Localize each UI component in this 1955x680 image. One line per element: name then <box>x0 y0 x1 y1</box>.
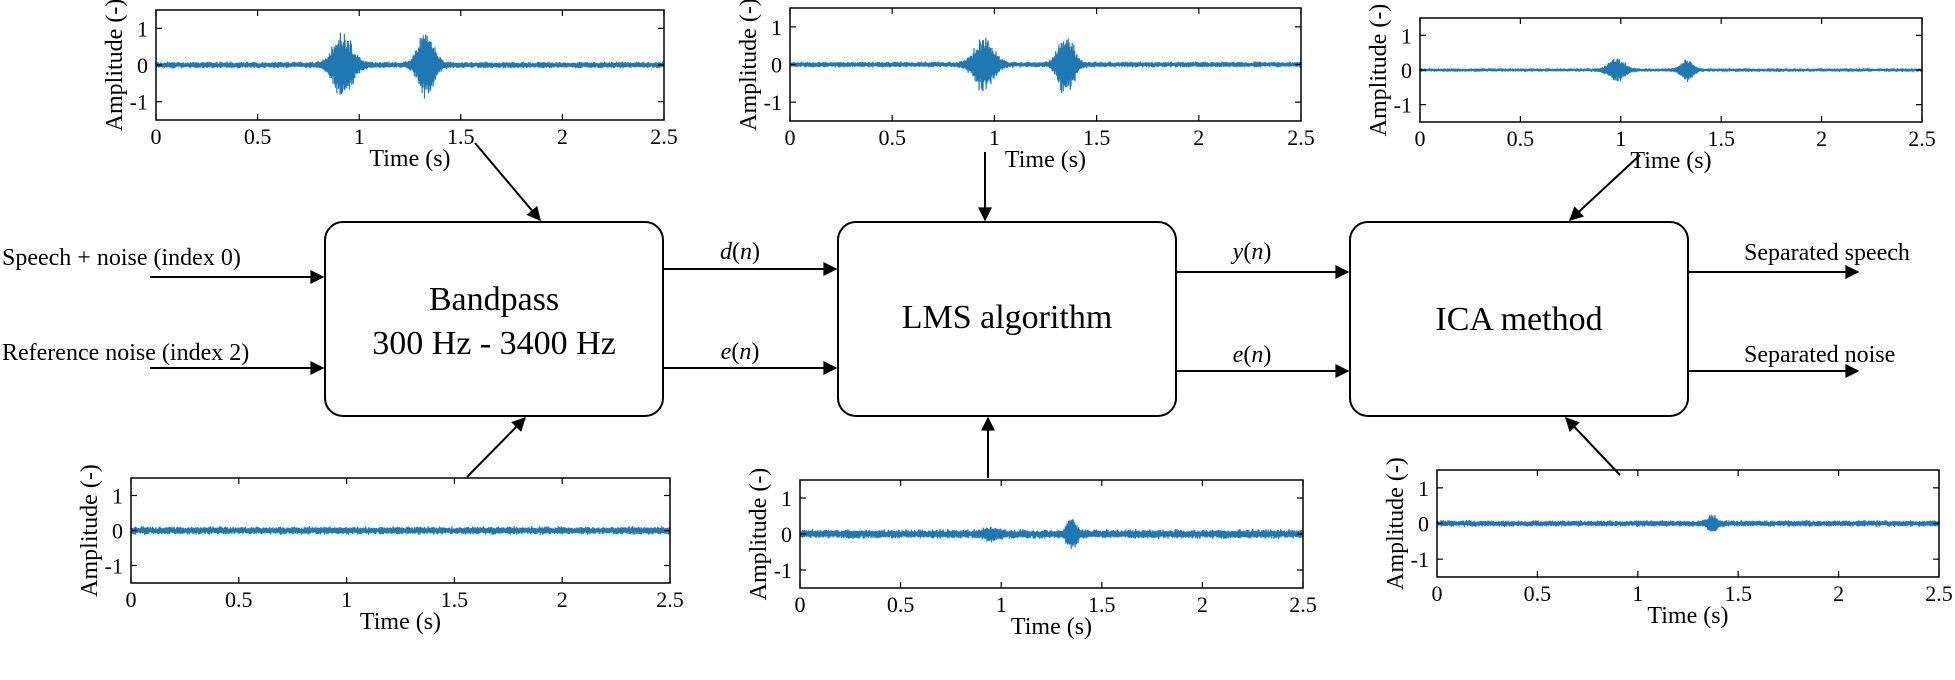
x-tick-label: 0 <box>1415 126 1426 151</box>
y-tick-label: 1 <box>112 484 123 509</box>
y-tick-label: -1 <box>130 90 148 115</box>
x-tick-label: 0.5 <box>244 124 272 149</box>
x-tick-label: 2 <box>1193 125 1204 150</box>
x-tick-label: 0.5 <box>1507 126 1535 151</box>
x-tick-label: 0.5 <box>878 125 906 150</box>
plot-arrow-top-right <box>1568 154 1641 221</box>
y-tick-label: -1 <box>774 558 792 583</box>
x-tick-label: 0 <box>1432 581 1443 606</box>
x-tick-label: 2.5 <box>1289 592 1317 617</box>
waveform-line <box>155 32 665 99</box>
x-tick-label: 0 <box>795 592 806 617</box>
d-signal-label: d(n) <box>720 239 760 265</box>
y-tick-label: 1 <box>137 16 148 41</box>
x-axis-label: Time (s) <box>1011 614 1092 640</box>
y-tick-label: 0 <box>1418 512 1429 537</box>
x-tick-label: 1 <box>989 125 1000 150</box>
bandpass-title: Bandpass <box>429 281 559 318</box>
x-tick-label: 1 <box>354 124 365 149</box>
x-tick-label: 2 <box>1197 592 1208 617</box>
y-axis-label: Amplitude (-) <box>77 464 103 597</box>
lms-block <box>837 221 1177 417</box>
y-tick-label: 1 <box>1418 476 1429 501</box>
x-axis-label: Time (s) <box>360 609 441 635</box>
y-tick-label: -1 <box>105 554 123 579</box>
y-tick-label: 0 <box>137 53 148 78</box>
plot-arrow-top-left <box>474 142 541 222</box>
waveform-line <box>130 526 671 535</box>
separated-noise-label: Separated noise <box>1744 342 1895 368</box>
x-tick-label: 0.5 <box>225 587 253 612</box>
separated-speech-label: Separated speech <box>1744 240 1910 266</box>
e-signal-label-2: e(n) <box>1233 342 1272 368</box>
x-tick-label: 2 <box>1833 581 1844 606</box>
x-tick-label: 2.5 <box>650 124 678 149</box>
ica-block <box>1349 221 1689 417</box>
waveform-line <box>1419 58 1923 83</box>
y-tick-label: 0 <box>112 519 123 544</box>
bandpass-block <box>324 221 664 417</box>
x-tick-label: 1.5 <box>441 587 469 612</box>
y-signal-label: y(n) <box>1231 239 1272 265</box>
x-tick-label: 1 <box>341 587 352 612</box>
plot-arrow-bottom-right <box>1565 416 1621 476</box>
ica-title: ICA method <box>1435 301 1602 338</box>
x-tick-label: 0.5 <box>1524 581 1552 606</box>
x-tick-label: 1.5 <box>1707 126 1735 151</box>
y-axis-label: Amplitude (-) <box>746 468 772 601</box>
x-tick-label: 0.5 <box>887 592 915 617</box>
y-tick-label: 1 <box>771 15 782 40</box>
bandpass-range: 300 Hz - 3400 Hz <box>372 325 616 362</box>
y-tick-label: 1 <box>1401 23 1412 48</box>
x-axis-label: Time (s) <box>1005 147 1086 173</box>
waveform-line <box>799 519 1304 550</box>
x-tick-label: 2.5 <box>656 587 684 612</box>
x-tick-label: 2 <box>1816 126 1827 151</box>
waveform-line <box>789 37 1302 93</box>
y-tick-label: -1 <box>764 90 782 115</box>
e-signal-label-1: e(n) <box>721 339 760 365</box>
x-tick-label: 2 <box>557 587 568 612</box>
x-tick-label: 0 <box>126 587 137 612</box>
y-tick-label: 1 <box>781 486 792 511</box>
x-tick-label: 0 <box>785 125 796 150</box>
x-tick-label: 2.5 <box>1925 581 1953 606</box>
x-tick-label: 1 <box>1632 581 1643 606</box>
y-axis-label: Amplitude (-) <box>102 0 128 131</box>
x-tick-label: 1.5 <box>1088 592 1116 617</box>
x-axis-label: Time (s) <box>1630 148 1711 174</box>
y-axis-label: Amplitude (-) <box>1366 4 1392 137</box>
speech-input-label: Speech + noise (index 0) <box>2 245 241 271</box>
x-tick-label: 0 <box>151 124 162 149</box>
x-axis-label: Time (s) <box>369 146 450 172</box>
x-tick-label: 2 <box>557 124 568 149</box>
x-tick-label: 1 <box>996 592 1007 617</box>
x-tick-label: 1.5 <box>447 124 475 149</box>
y-tick-label: -1 <box>1411 547 1429 572</box>
x-axis-label: Time (s) <box>1647 603 1728 629</box>
y-axis-label: Amplitude (-) <box>1383 457 1409 590</box>
y-tick-label: 0 <box>771 53 782 78</box>
x-tick-label: 1 <box>1615 126 1626 151</box>
reference-input-label: Reference noise (index 2) <box>2 340 249 366</box>
plot-arrow-bottom-left <box>466 417 526 478</box>
waveform-line <box>1436 514 1940 532</box>
x-tick-label: 2.5 <box>1287 125 1315 150</box>
y-tick-label: 0 <box>781 522 792 547</box>
lms-title: LMS algorithm <box>902 299 1113 336</box>
y-axis-label: Amplitude (-) <box>736 0 762 131</box>
y-tick-label: -1 <box>1394 93 1412 118</box>
x-tick-label: 1.5 <box>1083 125 1111 150</box>
y-tick-label: 0 <box>1401 58 1412 83</box>
x-tick-label: 2.5 <box>1908 126 1936 151</box>
x-tick-label: 1.5 <box>1724 581 1752 606</box>
